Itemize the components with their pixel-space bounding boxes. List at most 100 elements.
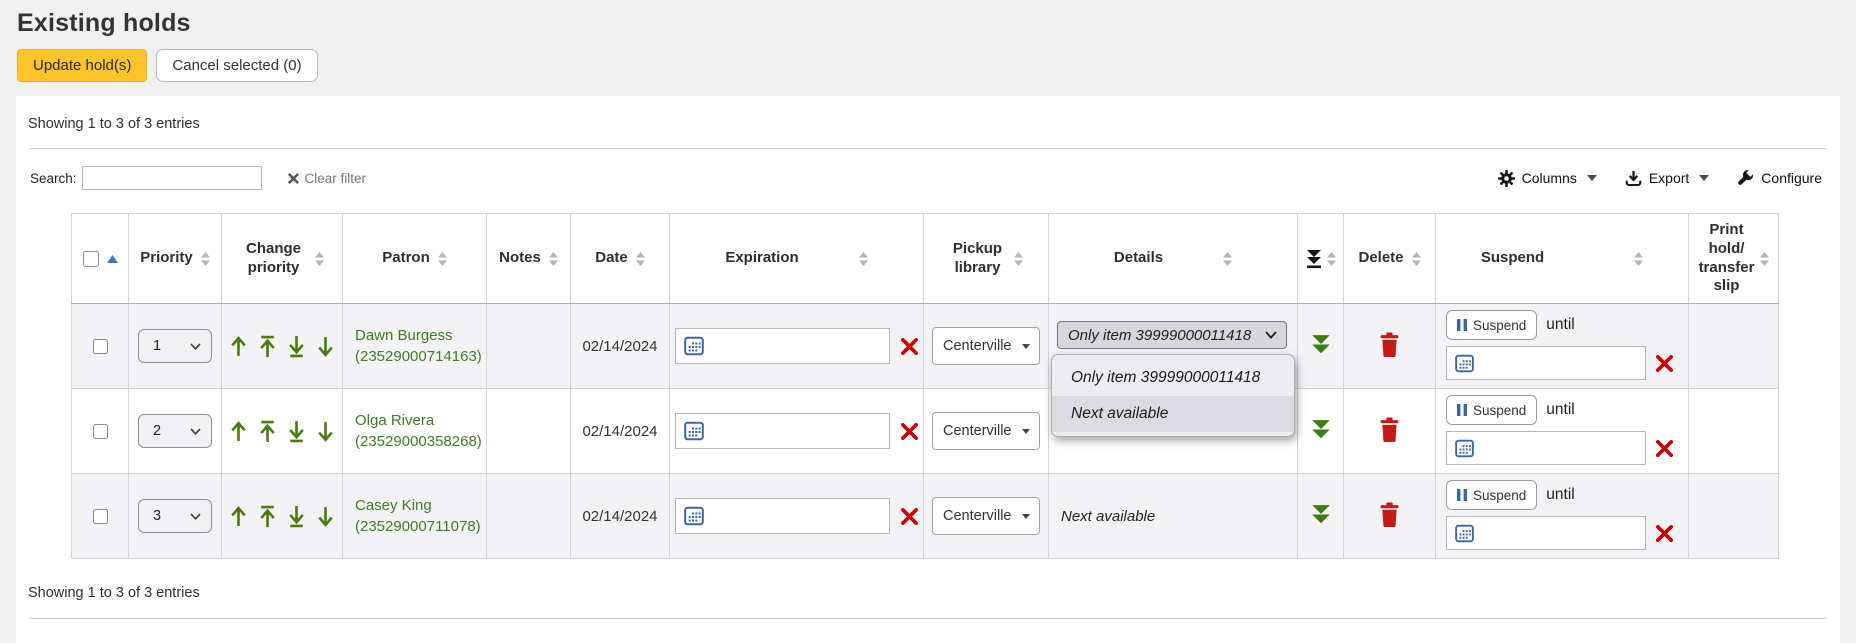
pickup-library-select[interactable]: Centerville bbox=[932, 327, 1040, 365]
hold-row: 3 Casey King (23529000711078) bbox=[71, 473, 1779, 559]
move-up-icon[interactable] bbox=[229, 505, 248, 528]
suspend-button[interactable]: Suspend bbox=[1446, 480, 1538, 510]
patron-cardnumber: (23529000711078) bbox=[355, 518, 481, 535]
clear-suspend-date-icon[interactable] bbox=[1656, 524, 1673, 542]
details-option[interactable]: Only item 39999000011418 bbox=[1071, 369, 1261, 386]
move-up-icon[interactable] bbox=[229, 335, 248, 358]
divider bbox=[30, 618, 1826, 619]
header-delete[interactable]: Delete bbox=[1343, 213, 1436, 304]
header-label: Change priority bbox=[245, 239, 301, 276]
expiration-date-input[interactable] bbox=[675, 413, 890, 449]
suspend-button[interactable]: Suspend bbox=[1446, 310, 1538, 340]
move-to-top-icon[interactable] bbox=[258, 335, 277, 358]
patron-link[interactable]: Olga Rivera (23529000358268) bbox=[355, 410, 482, 452]
header-change-priority[interactable]: Change priority bbox=[221, 213, 343, 304]
priority-select[interactable]: 1 bbox=[138, 329, 212, 363]
sort-icon bbox=[1013, 251, 1023, 266]
header-select-all bbox=[71, 213, 129, 304]
suspend-button[interactable]: Suspend bbox=[1446, 395, 1538, 425]
move-to-bottom-icon[interactable] bbox=[287, 420, 306, 443]
clear-filter-link[interactable]: Clear filter bbox=[287, 171, 366, 186]
pickup-library-select[interactable]: Centerville bbox=[932, 412, 1040, 450]
clear-suspend-date-icon[interactable] bbox=[1656, 439, 1673, 457]
patron-link[interactable]: Casey King (23529000711078) bbox=[355, 495, 481, 537]
configure-button[interactable]: Configure bbox=[1737, 169, 1822, 187]
header-patron[interactable]: Patron bbox=[342, 213, 487, 304]
header-pickup-library[interactable]: Pickup library bbox=[923, 213, 1049, 304]
expiration-date-input[interactable] bbox=[675, 328, 890, 364]
lowest-priority-icon[interactable] bbox=[1310, 334, 1332, 355]
chevron-down-icon bbox=[190, 427, 201, 435]
suspend-until-date-input[interactable] bbox=[1446, 516, 1646, 550]
sort-icon bbox=[200, 251, 210, 266]
calendar-icon bbox=[684, 506, 704, 526]
priority-select[interactable]: 2 bbox=[138, 414, 212, 448]
header-print-slip[interactable]: Print hold/ transfer slip bbox=[1688, 213, 1779, 304]
chevron-down-icon bbox=[1022, 428, 1030, 434]
move-to-top-icon[interactable] bbox=[258, 420, 277, 443]
chevron-down-icon bbox=[1699, 175, 1710, 181]
notes-cell bbox=[486, 303, 571, 389]
calendar-icon bbox=[1455, 354, 1474, 372]
patron-link[interactable]: Dawn Burgess (23529000714163) bbox=[355, 325, 482, 367]
wrench-icon bbox=[1738, 169, 1754, 185]
header-label: Priority bbox=[140, 249, 193, 267]
action-row: Update hold(s) Cancel selected (0) bbox=[17, 49, 1856, 82]
patron-cardnumber: (23529000714163) bbox=[355, 348, 482, 365]
move-to-top-icon[interactable] bbox=[258, 505, 277, 528]
select-all-checkbox[interactable] bbox=[82, 250, 99, 267]
header-suspend[interactable]: Suspend bbox=[1435, 213, 1689, 304]
lowest-priority-icon[interactable] bbox=[1310, 419, 1332, 440]
pickup-library-select[interactable]: Centerville bbox=[932, 497, 1040, 535]
suspend-until-date-input[interactable] bbox=[1446, 431, 1646, 465]
divider bbox=[30, 148, 1826, 149]
print-slip-cell bbox=[1688, 473, 1779, 559]
until-label: until bbox=[1546, 486, 1575, 503]
suspend-label: Suspend bbox=[1473, 487, 1527, 503]
header-lowest-priority[interactable] bbox=[1297, 213, 1344, 304]
details-option[interactable]: Next available bbox=[1052, 396, 1294, 432]
search-input[interactable] bbox=[81, 166, 262, 190]
move-down-icon[interactable] bbox=[316, 335, 335, 358]
clear-expiration-icon[interactable] bbox=[901, 337, 918, 355]
chevron-down-icon bbox=[1586, 175, 1597, 181]
header-label: Suspend bbox=[1480, 249, 1545, 267]
details-select[interactable]: Only item 39999000011418 bbox=[1057, 321, 1287, 349]
update-holds-button[interactable]: Update hold(s) bbox=[17, 49, 148, 82]
trash-icon[interactable] bbox=[1379, 417, 1400, 442]
move-down-icon[interactable] bbox=[316, 505, 335, 528]
move-to-bottom-icon[interactable] bbox=[287, 505, 306, 528]
pickup-library-value: Centerville bbox=[943, 508, 1012, 524]
sort-ascending-icon[interactable] bbox=[106, 254, 118, 263]
clear-expiration-icon[interactable] bbox=[901, 507, 918, 525]
lowest-priority-icon[interactable] bbox=[1310, 504, 1332, 525]
suspend-label: Suspend bbox=[1473, 317, 1527, 333]
clear-suspend-date-icon[interactable] bbox=[1656, 354, 1673, 372]
header-details[interactable]: Details bbox=[1048, 213, 1298, 304]
row-checkbox[interactable] bbox=[92, 339, 108, 355]
export-button[interactable]: Export bbox=[1625, 170, 1710, 187]
row-checkbox[interactable] bbox=[92, 424, 108, 440]
priority-select[interactable]: 3 bbox=[138, 499, 212, 533]
move-up-icon[interactable] bbox=[229, 420, 248, 443]
move-to-bottom-icon[interactable] bbox=[287, 335, 306, 358]
sort-icon bbox=[1411, 251, 1421, 266]
sort-icon bbox=[858, 251, 868, 266]
header-priority[interactable]: Priority bbox=[128, 213, 222, 304]
pickup-library-value: Centerville bbox=[943, 338, 1012, 354]
move-down-icon[interactable] bbox=[316, 420, 335, 443]
header-notes[interactable]: Notes bbox=[486, 213, 571, 304]
header-label: Date bbox=[595, 249, 628, 267]
header-expiration[interactable]: Expiration bbox=[669, 213, 924, 304]
row-checkbox[interactable] bbox=[92, 509, 108, 525]
header-date[interactable]: Date bbox=[570, 213, 670, 304]
suspend-until-date-input[interactable] bbox=[1446, 346, 1646, 380]
columns-button[interactable]: Columns bbox=[1497, 169, 1597, 187]
clear-expiration-icon[interactable] bbox=[901, 422, 918, 440]
trash-icon[interactable] bbox=[1379, 332, 1400, 357]
trash-icon[interactable] bbox=[1379, 502, 1400, 527]
calendar-icon bbox=[1455, 439, 1474, 457]
pause-icon bbox=[1457, 319, 1467, 331]
cancel-selected-button[interactable]: Cancel selected (0) bbox=[156, 49, 318, 82]
expiration-date-input[interactable] bbox=[675, 498, 890, 534]
